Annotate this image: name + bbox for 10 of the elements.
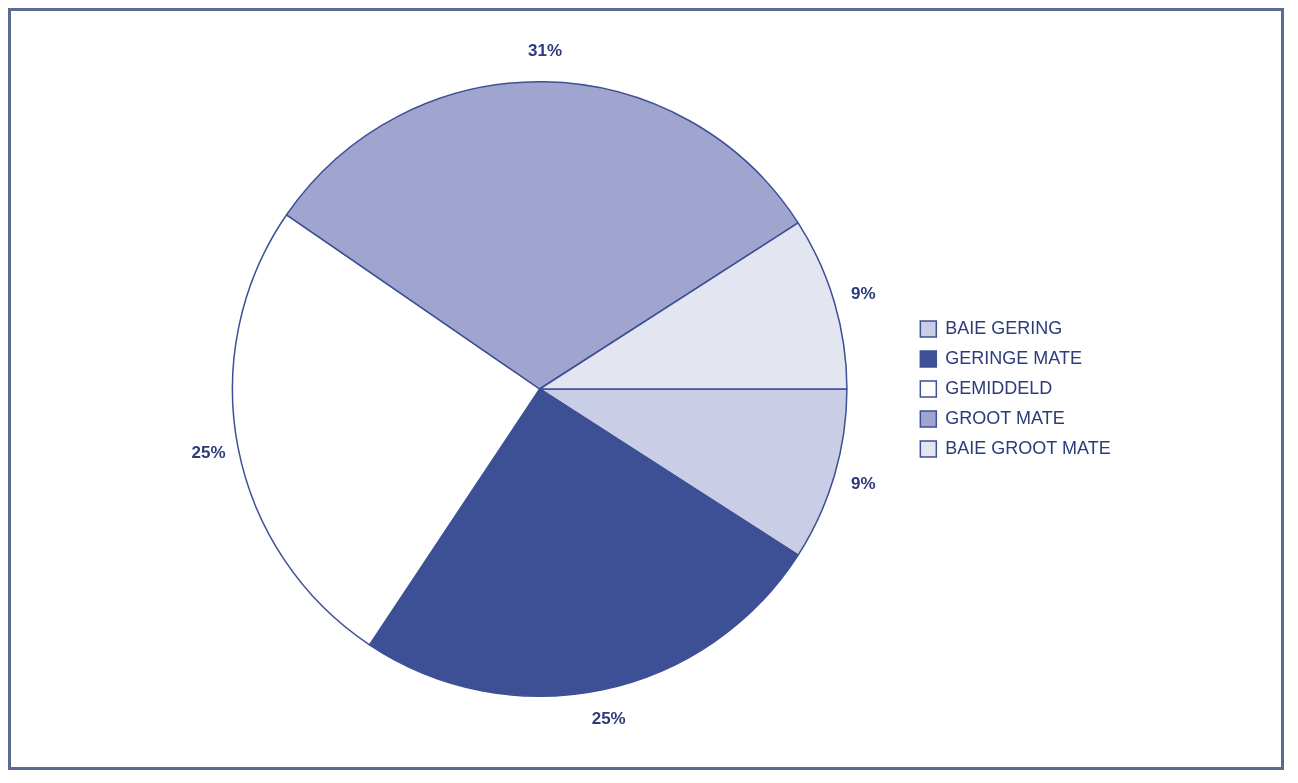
data-label: 31%: [527, 41, 563, 61]
legend-label: BAIE GROOT MATE: [945, 437, 1111, 458]
data-label: 9%: [850, 473, 876, 493]
legend-label: BAIE GERING: [945, 317, 1063, 338]
legend-label: GEMIDDELD: [945, 377, 1053, 398]
data-label: 25%: [591, 708, 626, 728]
legend-label: GROOT MATE: [945, 407, 1065, 428]
data-label: 9%: [850, 283, 876, 303]
legend-label: GERINGE MATE: [945, 347, 1082, 368]
data-label: 25%: [191, 442, 226, 462]
